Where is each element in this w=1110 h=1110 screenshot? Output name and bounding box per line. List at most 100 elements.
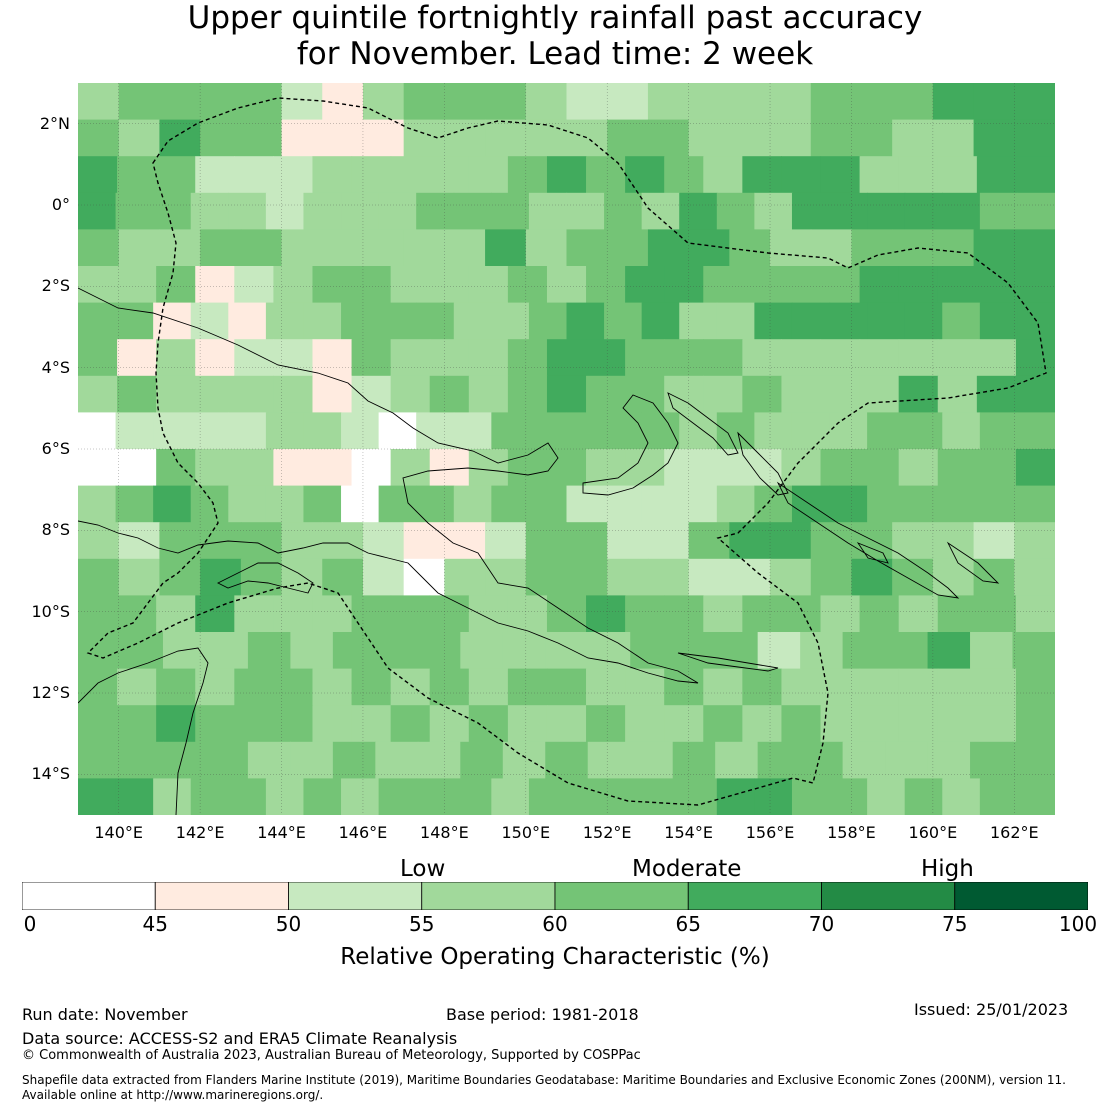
grid-cell bbox=[829, 302, 868, 340]
grid-cell bbox=[351, 595, 392, 633]
grid-cell bbox=[625, 668, 665, 706]
colorbar-tick-label: 0 bbox=[23, 912, 37, 936]
grid-cell bbox=[78, 705, 118, 743]
grid-cell bbox=[351, 705, 392, 743]
grid-cell bbox=[647, 558, 690, 596]
grid-cell bbox=[115, 778, 154, 815]
grid-cell bbox=[885, 741, 929, 779]
grid-cell bbox=[625, 375, 665, 413]
grid-cell bbox=[1015, 449, 1055, 487]
grid-cell bbox=[322, 558, 364, 596]
grid-cell bbox=[153, 778, 192, 815]
grid-cell bbox=[312, 156, 353, 194]
colorbar-tick-label: 100 bbox=[1058, 912, 1098, 936]
grid-cell bbox=[265, 192, 305, 230]
grid-cell bbox=[460, 741, 504, 779]
grid-cell bbox=[810, 83, 853, 121]
grid-cell bbox=[937, 449, 978, 487]
lat-tick-label: 12°S bbox=[31, 683, 70, 702]
grid-cell bbox=[716, 778, 755, 815]
grid-cell bbox=[546, 266, 587, 304]
grid-cell bbox=[566, 485, 605, 523]
rainfall-accuracy-map[interactable] bbox=[78, 83, 1055, 815]
grid-cell bbox=[303, 412, 342, 450]
grid-cell bbox=[444, 558, 486, 596]
chart-title: Upper quintile fortnightly rainfall past… bbox=[0, 0, 1110, 72]
grid-cell bbox=[390, 705, 431, 743]
grid-cell bbox=[528, 192, 568, 230]
colorbar bbox=[22, 882, 1088, 910]
grid-cell bbox=[507, 449, 548, 487]
grid-cell bbox=[867, 778, 906, 815]
grid-cell bbox=[528, 302, 568, 340]
data-source: Data source: ACCESS-S2 and ERA5 Climate … bbox=[22, 1029, 458, 1048]
grid-cell bbox=[118, 83, 161, 121]
grid-cell bbox=[810, 522, 853, 560]
grid-cell bbox=[546, 375, 587, 413]
grid-cell bbox=[1015, 705, 1055, 743]
grid-cell bbox=[546, 339, 587, 377]
grid-cell bbox=[281, 522, 323, 560]
grid-cell bbox=[78, 83, 120, 121]
grid-cell bbox=[781, 595, 822, 633]
grid-cell bbox=[1014, 558, 1055, 596]
grid-cell bbox=[770, 119, 812, 157]
grid-cell bbox=[190, 485, 229, 523]
grid-cell bbox=[351, 156, 392, 194]
grid-cell bbox=[273, 375, 314, 413]
grid-cell bbox=[566, 302, 605, 340]
grid-cell bbox=[429, 156, 470, 194]
grid-cell bbox=[976, 595, 1017, 633]
grid-cell bbox=[970, 741, 1014, 779]
grid-cell bbox=[757, 741, 801, 779]
grid-cell bbox=[205, 741, 249, 779]
grid-cell bbox=[341, 302, 380, 340]
grid-cell bbox=[468, 668, 509, 706]
grid-cell bbox=[78, 266, 118, 304]
grid-cell bbox=[546, 449, 587, 487]
colorbar-tick-label: 45 bbox=[142, 912, 168, 936]
grid-cell bbox=[976, 449, 1017, 487]
grid-cell bbox=[453, 412, 492, 450]
grid-cell bbox=[625, 339, 665, 377]
grid-cell bbox=[800, 632, 844, 670]
grid-cell bbox=[159, 522, 201, 560]
grid-cell bbox=[200, 229, 242, 267]
grid-cell bbox=[892, 83, 934, 121]
grid-cell bbox=[781, 156, 822, 194]
grid-cell bbox=[898, 595, 939, 633]
grid-cell bbox=[625, 595, 665, 633]
grid-cell bbox=[234, 266, 274, 304]
grid-cell bbox=[937, 705, 978, 743]
grid-cell bbox=[757, 632, 801, 670]
grid-cell bbox=[351, 266, 392, 304]
colorbar-segment bbox=[22, 882, 156, 910]
grid-cell bbox=[303, 302, 342, 340]
grid-cell bbox=[927, 632, 971, 670]
grid-cell bbox=[781, 449, 822, 487]
grid-cell bbox=[716, 192, 755, 230]
grid-cell bbox=[820, 156, 861, 194]
colorbar-segment bbox=[687, 882, 822, 910]
grid-cell bbox=[159, 558, 201, 596]
grid-cell bbox=[976, 375, 1017, 413]
grid-cell bbox=[932, 83, 975, 121]
grid-cell bbox=[716, 485, 755, 523]
grid-cell bbox=[979, 485, 1019, 523]
grid-cell bbox=[290, 741, 334, 779]
grid-cell bbox=[525, 229, 568, 267]
grid-cell bbox=[641, 192, 680, 230]
grid-cell bbox=[159, 229, 201, 267]
grid-cell bbox=[117, 668, 157, 706]
grid-cell bbox=[247, 741, 291, 779]
grid-cell bbox=[770, 229, 812, 267]
grid-cell bbox=[234, 156, 274, 194]
grid-cell bbox=[118, 119, 161, 157]
new-ireland-coast bbox=[667, 392, 739, 456]
grid-cell bbox=[156, 595, 196, 633]
grid-cell bbox=[117, 595, 157, 633]
grid-cell bbox=[120, 741, 164, 779]
grid-cell bbox=[460, 632, 504, 670]
grid-cell bbox=[444, 229, 486, 267]
grid-cell bbox=[898, 375, 939, 413]
